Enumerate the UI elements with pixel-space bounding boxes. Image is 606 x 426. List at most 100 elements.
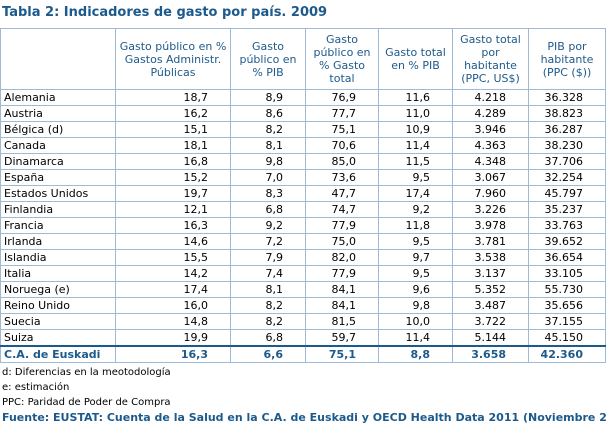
cell: 7,4 xyxy=(230,265,306,282)
cell: 84,1 xyxy=(305,281,379,298)
title: Tabla 2: Indicadores de gasto por país. … xyxy=(2,5,328,20)
data-table: Gasto público en % Gastos Administr. Púb… xyxy=(0,28,606,363)
table-row: Irlanda 14,6 7,2 75,0 9,5 3.781 39.652 xyxy=(0,233,606,250)
cell: 8,2 xyxy=(230,313,306,330)
note: PPC: Paridad de Poder de Compra xyxy=(2,397,171,408)
table-row: Finlandia 12,1 6,8 74,7 9,2 3.226 35.237 xyxy=(0,201,606,218)
table-row: Estados Unidos 19,7 8,3 47,7 17,4 7.960 45.797 xyxy=(0,185,606,202)
cell: 14,6 xyxy=(115,233,231,250)
cell: 7,9 xyxy=(230,249,306,266)
cell: 37.155 xyxy=(528,313,606,330)
cell: 16,0 xyxy=(115,297,231,314)
cell: 11,5 xyxy=(378,153,453,170)
cell: 8,9 xyxy=(230,89,306,106)
table-row: Canada 18,1 8,1 70,6 11,4 4.363 38.230 xyxy=(0,137,606,154)
cell: 45.150 xyxy=(528,329,606,347)
cell: 6,8 xyxy=(230,201,306,218)
cell: 3.538 xyxy=(452,249,529,266)
cell: 9,6 xyxy=(378,281,453,298)
cell: 47,7 xyxy=(305,185,379,202)
cell: 33.105 xyxy=(528,265,606,282)
row-label: Bélgica (d) xyxy=(0,121,116,138)
table-row: Bélgica (d) 15,1 8,2 75,1 10,9 3.946 36.287 xyxy=(0,121,606,138)
source: Fuente: EUSTAT: Cuenta de la Salud en la… xyxy=(2,411,606,424)
cell: 11,8 xyxy=(378,217,453,234)
cell: 75,1 xyxy=(305,121,379,138)
cell: 19,7 xyxy=(115,185,231,202)
cell: 32.254 xyxy=(528,169,606,186)
row-label: Finlandia xyxy=(0,201,116,218)
cell: 15,2 xyxy=(115,169,231,186)
cell: 37.706 xyxy=(528,153,606,170)
row-label: Islandia xyxy=(0,249,116,266)
column-header: Gasto total por habitante (PPC, US$) xyxy=(452,28,529,90)
row-label: Italia xyxy=(0,265,116,282)
cell: 19,9 xyxy=(115,329,231,347)
table-row: Italia 14,2 7,4 77,9 9,5 3.137 33.105 xyxy=(0,265,606,282)
cell: 33.763 xyxy=(528,217,606,234)
cell: 77,9 xyxy=(305,217,379,234)
cell: 8,1 xyxy=(230,281,306,298)
cell: 84,1 xyxy=(305,297,379,314)
cell: 7,2 xyxy=(230,233,306,250)
cell: 7.960 xyxy=(452,185,529,202)
cell: 8,3 xyxy=(230,185,306,202)
cell: 77,7 xyxy=(305,105,379,122)
cell: 45.797 xyxy=(528,185,606,202)
cell: 3.067 xyxy=(452,169,529,186)
table-row: Francia 16,3 9,2 77,9 11,8 3.978 33.763 xyxy=(0,217,606,234)
table-row: España 15,2 7,0 73,6 9,5 3.067 32.254 xyxy=(0,169,606,186)
cell: 39.652 xyxy=(528,233,606,250)
cell: 8,1 xyxy=(230,137,306,154)
cell: 81,5 xyxy=(305,313,379,330)
row-label: Austria xyxy=(0,105,116,122)
cell: 8,2 xyxy=(230,121,306,138)
cell: 9,8 xyxy=(378,297,453,314)
cell: 4.289 xyxy=(452,105,529,122)
cell: 82,0 xyxy=(305,249,379,266)
cell: 35.656 xyxy=(528,297,606,314)
cell: 9,7 xyxy=(378,249,453,266)
cell: 75,0 xyxy=(305,233,379,250)
cell: 4.348 xyxy=(452,153,529,170)
cell: 38.230 xyxy=(528,137,606,154)
row-label: C.A. de Euskadi xyxy=(0,345,116,363)
header-row: Gasto público en % Gastos Administr. Púb… xyxy=(0,28,606,90)
cell: 9,2 xyxy=(230,217,306,234)
cell: 16,2 xyxy=(115,105,231,122)
cell: 6,6 xyxy=(230,345,306,363)
table-row: C.A. de Euskadi 16,3 6,6 75,1 8,8 3.658 42.360 xyxy=(0,345,606,363)
row-label: España xyxy=(0,169,116,186)
cell: 8,2 xyxy=(230,297,306,314)
note: e: estimación xyxy=(2,382,70,393)
cell: 17,4 xyxy=(378,185,453,202)
cell: 38.823 xyxy=(528,105,606,122)
cell: 4.218 xyxy=(452,89,529,106)
cell: 5.144 xyxy=(452,329,529,347)
cell: 3.137 xyxy=(452,265,529,282)
cell: 17,4 xyxy=(115,281,231,298)
cell: 6,8 xyxy=(230,329,306,347)
row-label: Reino Unido xyxy=(0,297,116,314)
cell: 9,8 xyxy=(230,153,306,170)
row-label: Estados Unidos xyxy=(0,185,116,202)
cell: 14,2 xyxy=(115,265,231,282)
cell: 9,5 xyxy=(378,265,453,282)
table-row: Austria 16,2 8,6 77,7 11,0 4.289 38.823 xyxy=(0,105,606,122)
cell: 11,4 xyxy=(378,137,453,154)
row-label: Irlanda xyxy=(0,233,116,250)
table-row: Suiza 19,9 6,8 59,7 11,4 5.144 45.150 xyxy=(0,329,606,347)
row-label: Alemania xyxy=(0,89,116,106)
column-header: PIB por habitante (PPC ($)) xyxy=(528,28,606,90)
cell: 16,3 xyxy=(115,217,231,234)
cell: 42.360 xyxy=(528,345,606,363)
table-row: Alemania 18,7 8,9 76,9 11,6 4.218 36.328 xyxy=(0,89,606,106)
cell: 10,0 xyxy=(378,313,453,330)
row-label: Francia xyxy=(0,217,116,234)
cell: 16,8 xyxy=(115,153,231,170)
cell: 18,7 xyxy=(115,89,231,106)
cell: 55.730 xyxy=(528,281,606,298)
table-row: Noruega (e) 17,4 8,1 84,1 9,6 5.352 55.730 xyxy=(0,281,606,298)
column-header: Gasto público en % PIB xyxy=(230,28,306,90)
cell: 36.654 xyxy=(528,249,606,266)
